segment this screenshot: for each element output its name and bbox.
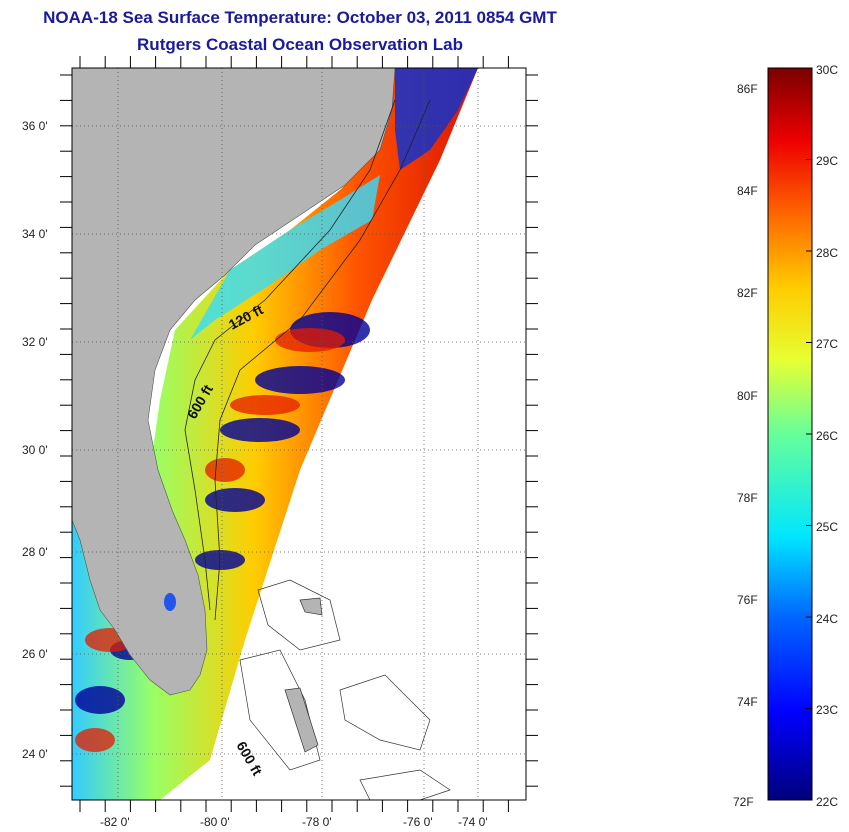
colorbar-label-76f: 76F (737, 593, 758, 607)
lon-label-76: -76 0' (403, 815, 433, 829)
map-tick-marks (60, 56, 538, 812)
lon-label-82: -82 0' (100, 815, 130, 829)
lon-label-78: -78 0' (302, 815, 332, 829)
lon-label-74: -74 0' (458, 815, 488, 829)
colorbar-label-86f: 86F (737, 82, 758, 96)
colorbar-label-26c: 26C (816, 429, 838, 443)
bahamas-islands (239, 579, 451, 800)
isobath-600ft (214, 99, 431, 621)
colorbar-label-22c: 22C (816, 795, 838, 809)
lat-label-30: 30 0' (22, 443, 48, 457)
colorbar-label-23c: 23C (816, 703, 838, 717)
colorbar-label-25c: 25C (816, 520, 838, 534)
colorbar-label-82f: 82F (737, 286, 758, 300)
lat-label-28: 28 0' (22, 545, 48, 559)
isobath-120ft (184, 99, 396, 611)
sst-cold-coastal-band (395, 68, 478, 170)
colorbar-label-30c: 30C (816, 63, 838, 77)
sst-cyan-coastal-band (190, 175, 380, 340)
colorbar-label-72f: 72F (733, 795, 754, 809)
colorbar-label-74f: 74F (737, 695, 758, 709)
colorbar-label-84f: 84F (737, 184, 758, 198)
colorbar-label-28c: 28C (816, 246, 838, 260)
map-border (71, 67, 527, 801)
lat-label-26: 26 0' (22, 647, 48, 661)
map-title: NOAA-18 Sea Surface Temperature: October… (43, 8, 557, 27)
colorbar-label-24c: 24C (816, 612, 838, 626)
lat-label-34: 34 0' (22, 227, 48, 241)
lat-label-24: 24 0' (22, 747, 48, 761)
lon-label-80: -80 0' (200, 815, 230, 829)
warm-sst-patches (75, 328, 345, 752)
lat-label-36: 36 0' (22, 119, 48, 133)
colorbar-label-27c: 27C (816, 337, 838, 351)
land-southeast-us (72, 68, 396, 696)
colorbar-label-80f: 80F (737, 389, 758, 403)
colorbar-label-29c: 29C (816, 154, 838, 168)
cloud-mask-patches (75, 312, 370, 714)
colorbar (767, 67, 813, 801)
colorbar-label-78f: 78F (737, 491, 758, 505)
lat-label-32: 32 0' (22, 335, 48, 349)
lake-okeechobee (164, 593, 176, 611)
colorbar-ticks (806, 67, 812, 801)
map-subtitle: Rutgers Coastal Ocean Observation Lab (137, 35, 463, 54)
